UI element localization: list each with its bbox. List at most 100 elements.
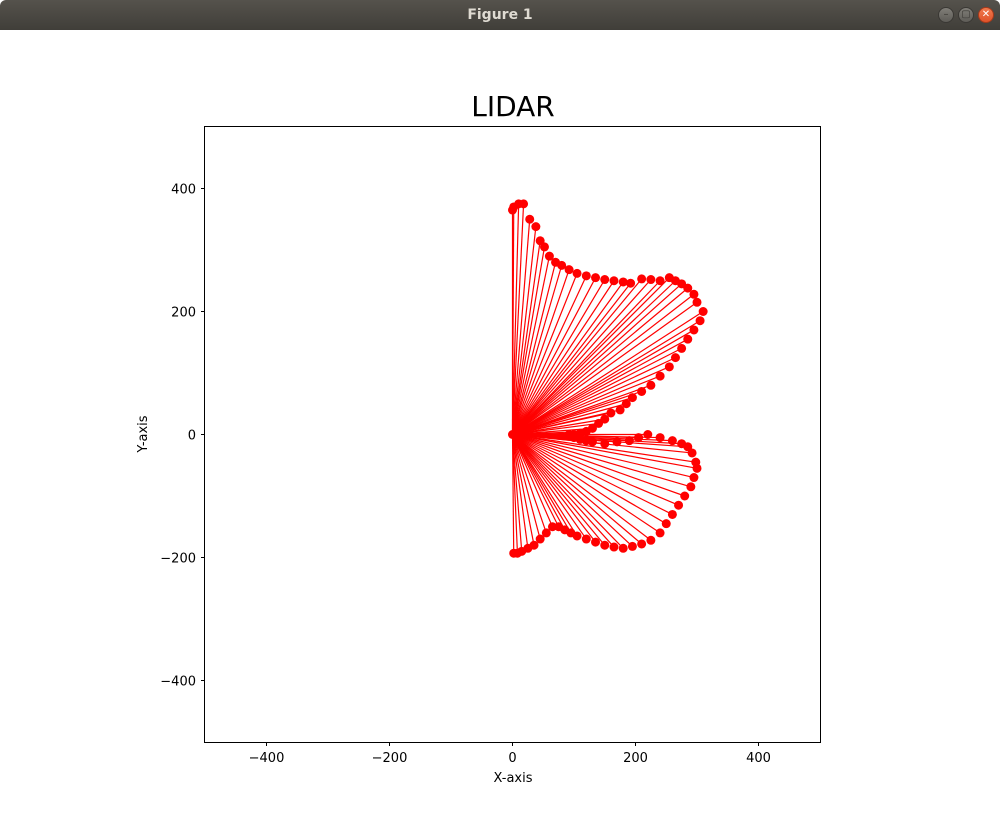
lidar-point bbox=[670, 353, 680, 363]
lidar-ray bbox=[511, 226, 537, 435]
lidar-point bbox=[643, 430, 653, 439]
lidar-ray bbox=[512, 433, 695, 479]
lidar-point bbox=[646, 535, 656, 545]
lidar-ray bbox=[512, 422, 599, 436]
lidar-ray bbox=[511, 273, 578, 435]
lidar-ray bbox=[512, 434, 652, 541]
lidar-ray bbox=[512, 280, 676, 435]
lidar-ray bbox=[512, 433, 692, 488]
y-tick-label: 200 bbox=[171, 306, 196, 321]
lidar-chart: LIDAR −400 −200 0 200 400 −400 −200 0 200 400 X-… bbox=[136, 90, 821, 786]
y-tick-label: −400 bbox=[160, 675, 196, 690]
lidar-ray bbox=[512, 357, 676, 436]
lidar-ray bbox=[511, 279, 606, 435]
x-axis-label: X-axis bbox=[494, 771, 533, 786]
lidar-point bbox=[683, 283, 693, 293]
lidar-point bbox=[564, 265, 574, 275]
x-axis-ticks: −400 −200 0 200 400 bbox=[249, 742, 771, 766]
lidar-point bbox=[531, 222, 541, 232]
lidar-ray bbox=[512, 434, 587, 540]
lidar-point bbox=[627, 541, 637, 551]
lidar-ray bbox=[512, 433, 685, 497]
lidar-point bbox=[637, 274, 647, 284]
lidar-point bbox=[581, 534, 591, 544]
lidar-ray bbox=[512, 278, 643, 435]
lidar-point bbox=[541, 528, 551, 538]
lidar-ray bbox=[512, 434, 597, 543]
lidar-point bbox=[587, 437, 597, 447]
y-tick-label: −200 bbox=[160, 552, 196, 567]
lidar-ray bbox=[511, 434, 560, 528]
lidar-ray bbox=[511, 434, 523, 552]
lidar-point bbox=[600, 275, 610, 285]
lidar-point bbox=[609, 276, 619, 286]
y-tick-label: 400 bbox=[171, 183, 196, 198]
lidar-point bbox=[689, 325, 699, 335]
lidar-ray bbox=[511, 434, 519, 554]
lidar-ray bbox=[512, 287, 689, 435]
lidar-ray bbox=[512, 310, 704, 436]
close-icon: ✕ bbox=[981, 9, 991, 20]
lidar-point bbox=[689, 473, 699, 483]
lidar-point bbox=[634, 433, 644, 443]
lidar-point bbox=[615, 405, 625, 415]
lidar-point bbox=[612, 437, 622, 447]
figure-canvas: LIDAR −400 −200 0 200 400 −400 −200 0 200 400 X-… bbox=[0, 30, 1000, 830]
lidar-point bbox=[637, 386, 647, 396]
lidar-point bbox=[646, 275, 656, 285]
lidar-ray bbox=[511, 434, 554, 527]
lidar-point bbox=[535, 534, 545, 544]
lidar-point bbox=[683, 334, 693, 344]
lidar-point bbox=[591, 537, 601, 547]
lidar-point bbox=[637, 539, 647, 549]
lidar-point bbox=[687, 448, 697, 458]
lidar-ray bbox=[512, 277, 670, 435]
lidar-point bbox=[525, 214, 535, 224]
maximize-icon: ▢ bbox=[961, 9, 971, 20]
lidar-ray bbox=[511, 434, 578, 537]
lidar-point bbox=[655, 433, 665, 443]
lidar-ray bbox=[511, 434, 547, 534]
lidar-ray bbox=[512, 433, 667, 525]
lidar-ray bbox=[511, 240, 541, 435]
lidar-ray bbox=[511, 256, 550, 435]
lidar-ray bbox=[511, 434, 535, 546]
lidar-point bbox=[689, 289, 699, 299]
lidar-ray bbox=[512, 434, 661, 534]
lidar-ray bbox=[512, 434, 633, 547]
lidar-ray bbox=[512, 329, 695, 436]
lidar-point bbox=[539, 242, 549, 252]
minimize-button[interactable]: – bbox=[938, 7, 954, 23]
lidar-ray bbox=[512, 434, 615, 548]
lidar-point bbox=[667, 436, 677, 446]
lidar-ray bbox=[512, 375, 661, 436]
maximize-button[interactable]: ▢ bbox=[958, 7, 974, 23]
lidar-point bbox=[695, 316, 705, 326]
x-tick-label: 0 bbox=[508, 751, 516, 766]
lidar-ray bbox=[512, 433, 673, 515]
lidar-point bbox=[626, 278, 636, 288]
lidar-point bbox=[581, 271, 591, 281]
lidar-point bbox=[674, 500, 684, 510]
lidar-point bbox=[618, 543, 628, 553]
lidar-ray bbox=[512, 279, 652, 435]
lidar-point bbox=[591, 273, 601, 283]
lidar-point bbox=[609, 542, 619, 552]
lidar-ray bbox=[512, 412, 612, 436]
close-button[interactable]: ✕ bbox=[978, 7, 994, 23]
lidar-ray bbox=[512, 433, 698, 469]
lidar-point bbox=[627, 393, 637, 403]
lidar-point bbox=[621, 399, 631, 409]
lidar-ray bbox=[512, 283, 683, 435]
lidar-point bbox=[655, 276, 665, 286]
lidar-ray bbox=[512, 281, 624, 435]
lidar-point bbox=[686, 482, 696, 492]
lidar-point bbox=[508, 430, 517, 439]
lidar-point bbox=[664, 362, 674, 372]
lidar-ray bbox=[511, 280, 615, 435]
lidar-ray bbox=[511, 265, 563, 435]
lidar-ray bbox=[511, 203, 520, 435]
lidar-point bbox=[655, 371, 665, 381]
lidar-ray bbox=[512, 434, 643, 545]
y-axis-label: Y-axis bbox=[136, 415, 151, 453]
